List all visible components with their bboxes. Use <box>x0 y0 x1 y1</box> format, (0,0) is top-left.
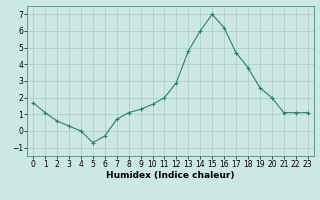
X-axis label: Humidex (Indice chaleur): Humidex (Indice chaleur) <box>106 171 235 180</box>
